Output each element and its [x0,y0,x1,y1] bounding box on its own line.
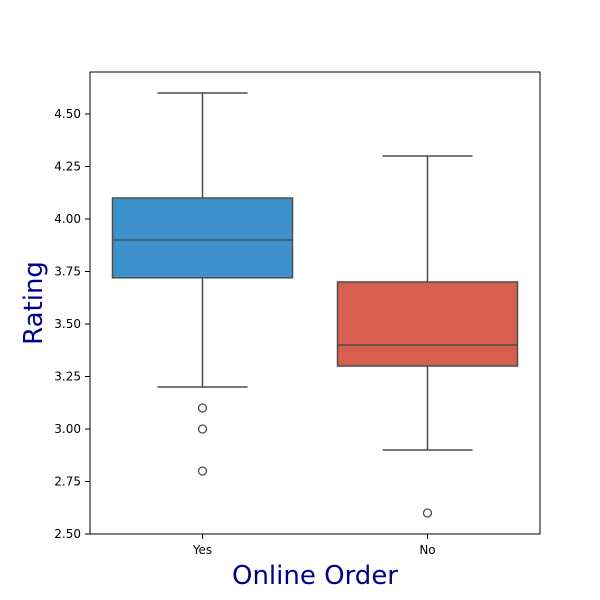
y-tick-label: 3.00 [54,422,81,436]
box-no [336,281,519,367]
plot-frame [89,71,541,535]
box-yes [111,197,294,279]
y-tick-label: 3.50 [54,317,81,331]
y-tick-label: 2.50 [54,527,81,541]
y-tick-label: 3.75 [54,265,81,279]
x-axis-title: Online Order [232,561,398,591]
y-tick-label: 4.25 [54,160,81,174]
y-axis-title: Rating [19,261,49,345]
x-tick-label: Yes [192,543,212,557]
outlier-point-yes-1 [197,424,208,434]
y-tick-label: 2.75 [54,475,81,489]
outlier-point-no-0 [422,508,433,518]
y-tick-label: 3.25 [54,370,81,384]
plot-area [111,92,519,518]
x-tick-label: No [419,543,435,557]
outlier-point-yes-0 [197,403,208,413]
axes: 2.50 2.75 3.00 3.25 3.50 3.75 4.00 4.25 4.50 Yes N… [54,71,541,557]
y-tick-label: 4.00 [54,212,81,226]
outlier-point-yes-2 [197,466,208,476]
y-tick-label: 4.50 [54,107,81,121]
